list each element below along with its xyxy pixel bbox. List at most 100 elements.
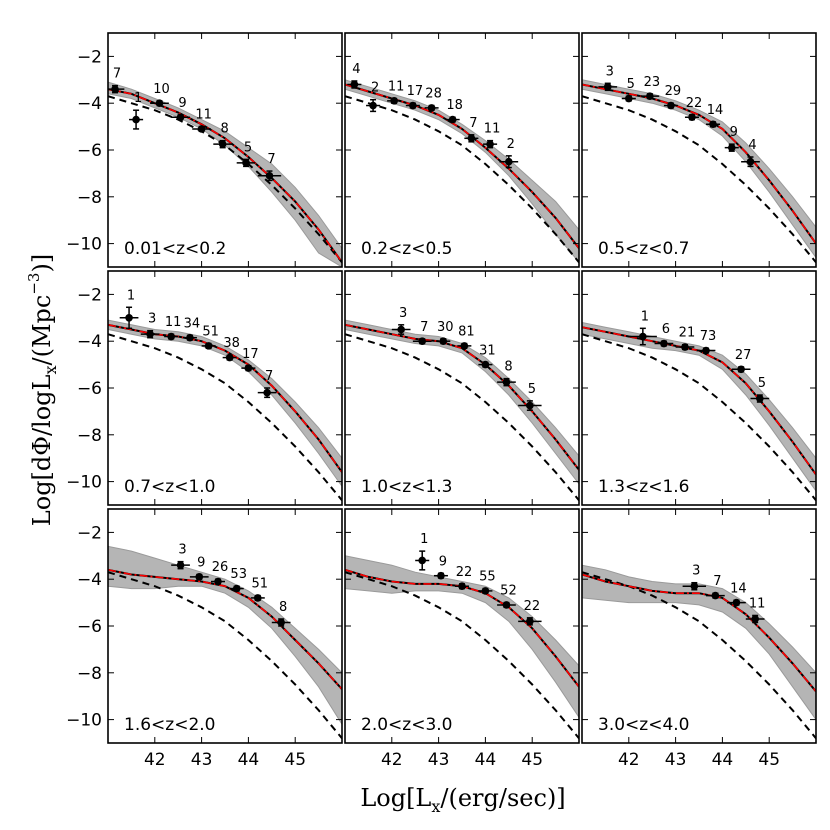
source-count-label: 51 bbox=[202, 325, 219, 340]
y-tick-label: −2 bbox=[77, 47, 102, 67]
source-count-label: 11 bbox=[484, 122, 501, 137]
redshift-range-label: 2.0<z<3.0 bbox=[361, 715, 452, 735]
source-count-label: 6 bbox=[662, 322, 670, 337]
data-marker bbox=[418, 556, 427, 565]
local-reference-curve bbox=[582, 333, 816, 501]
data-point bbox=[241, 364, 256, 372]
data-point bbox=[257, 170, 282, 182]
panel-frame bbox=[581, 270, 817, 506]
x-tick-label: 44 bbox=[712, 750, 734, 770]
source-count-label: 14 bbox=[707, 103, 724, 118]
data-marker bbox=[667, 101, 675, 110]
local-reference-curve bbox=[108, 333, 342, 501]
redshift-range-label: 1.6<z<2.0 bbox=[124, 715, 215, 735]
data-point bbox=[229, 584, 244, 593]
panel-plot-area bbox=[582, 321, 816, 501]
data-marker bbox=[242, 159, 250, 167]
data-point bbox=[171, 560, 190, 570]
source-count-label: 1 bbox=[134, 91, 142, 106]
data-marker bbox=[690, 582, 699, 591]
data-marker bbox=[486, 140, 494, 148]
local-reference-curve bbox=[108, 571, 342, 739]
data-marker bbox=[756, 394, 764, 403]
data-marker bbox=[111, 85, 119, 93]
redshift-range-label: 0.01<z<0.2 bbox=[124, 239, 226, 259]
data-point bbox=[391, 324, 411, 335]
x-tick-label: 42 bbox=[144, 750, 166, 770]
data-point bbox=[640, 92, 660, 100]
fit-curve bbox=[582, 573, 816, 693]
data-marker bbox=[711, 591, 720, 600]
data-point bbox=[119, 306, 139, 330]
panel-6: 16 21 73 27 5 1.3<z<1.6 bbox=[581, 270, 817, 506]
y-axis-title-pre: Log[dΦ/logL bbox=[28, 374, 56, 526]
data-marker bbox=[232, 584, 241, 593]
local-reference-curve bbox=[345, 95, 579, 263]
source-count-label: 3 bbox=[148, 312, 156, 327]
x-tick-label: 45 bbox=[521, 750, 543, 770]
data-marker bbox=[369, 101, 377, 110]
local-reference-curve bbox=[108, 95, 342, 263]
x-axis-title-post: /(erg/sec)] bbox=[440, 784, 565, 812]
source-count-label: 9 bbox=[178, 96, 186, 111]
data-point bbox=[424, 104, 439, 112]
data-marker bbox=[467, 134, 476, 143]
source-count-label: 7 bbox=[469, 116, 477, 131]
data-point bbox=[727, 598, 746, 607]
source-count-label: 5 bbox=[758, 376, 766, 391]
data-marker bbox=[176, 113, 185, 122]
x-tick-label: 43 bbox=[665, 750, 687, 770]
data-marker bbox=[214, 577, 222, 586]
data-marker bbox=[265, 171, 274, 180]
data-point bbox=[696, 346, 716, 355]
y-tick-label: −10 bbox=[66, 711, 102, 731]
source-count-label: 7 bbox=[713, 574, 721, 589]
data-marker bbox=[727, 143, 736, 152]
source-count-label: 1 bbox=[420, 532, 428, 547]
source-count-label: 4 bbox=[352, 62, 360, 77]
data-point bbox=[405, 101, 420, 110]
panel-5: 37 30 81 31 8 5 1.0<z<1.3 bbox=[344, 270, 580, 506]
source-count-label: 29 bbox=[665, 84, 682, 99]
redshift-range-label: 0.7<z<1.0 bbox=[124, 477, 215, 497]
data-marker bbox=[526, 617, 534, 626]
x-tick-label: 45 bbox=[284, 750, 306, 770]
source-count-label: 34 bbox=[184, 316, 201, 331]
data-point bbox=[518, 400, 542, 411]
panel-7: 39 26 53 51 8 1.6<z<2.0 42 43 44 45 −2 −4 −6 −8 −10 bbox=[66, 508, 343, 770]
data-marker bbox=[277, 618, 285, 627]
source-count-label: 3 bbox=[178, 543, 186, 558]
panel-plot-area bbox=[108, 306, 342, 501]
source-count-label: 51 bbox=[251, 577, 268, 592]
source-count-label: 27 bbox=[735, 348, 752, 363]
source-count-label: 28 bbox=[425, 87, 442, 102]
data-marker bbox=[350, 80, 359, 89]
source-count-label: 22 bbox=[456, 565, 473, 580]
data-point bbox=[250, 594, 265, 602]
panel-plot-area bbox=[345, 319, 579, 501]
y-axis-title-sub: x bbox=[41, 365, 60, 374]
source-count-label: 1 bbox=[127, 288, 135, 303]
redshift-range-label: 0.5<z<0.7 bbox=[598, 239, 689, 259]
data-point bbox=[706, 120, 721, 129]
source-count-label: 18 bbox=[446, 98, 463, 113]
data-marker bbox=[186, 333, 194, 342]
data-marker bbox=[732, 598, 741, 607]
source-count-label: 17 bbox=[407, 84, 424, 99]
data-marker bbox=[167, 332, 175, 341]
data-point bbox=[499, 155, 519, 169]
y-axis-title: Log[dΦ/logLx/(Mpc−3)] bbox=[25, 254, 60, 526]
source-count-label: 10 bbox=[153, 82, 170, 97]
data-marker bbox=[437, 571, 445, 580]
y-tick-label: −4 bbox=[77, 94, 102, 114]
panel-frame bbox=[107, 508, 343, 744]
data-marker bbox=[502, 601, 511, 609]
data-marker bbox=[218, 140, 227, 148]
data-point bbox=[182, 333, 197, 342]
panel-frame bbox=[581, 508, 817, 744]
data-point bbox=[150, 99, 169, 107]
y-axis-title-sup: −3 bbox=[25, 273, 43, 295]
x-tick-label: 43 bbox=[191, 750, 213, 770]
data-point bbox=[192, 125, 211, 133]
